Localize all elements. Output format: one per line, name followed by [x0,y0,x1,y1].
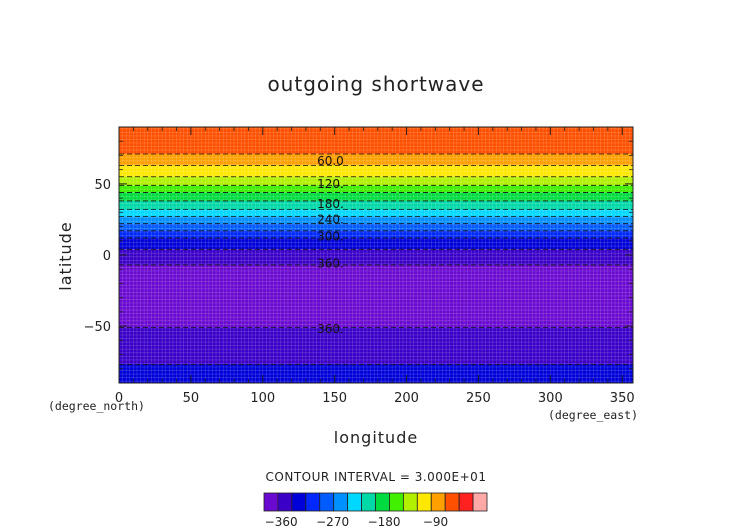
x-tick-label: 50 [183,391,200,406]
contour-band-12 [119,249,633,265]
contour-label-2: 180. [317,197,344,211]
contour-band-8 [119,216,633,224]
colorbar-swatch-11 [416,492,432,512]
x-tick-label: 0 [115,391,123,406]
colorbar-swatch-7 [361,492,376,512]
colorbar-tick-label: −90 [423,515,448,529]
colorbar-swatch-3 [305,492,321,512]
contour-label-0: 60.0 [317,154,344,168]
x-tick-label: 250 [466,391,491,406]
filled-contour-bands [119,127,633,383]
contour-band-11 [119,237,633,250]
contour-band-15 [119,364,633,383]
x-axis-units: (degree_east) [548,408,638,422]
contour-band-0 [119,127,633,155]
colorbar-tick-label: −270 [316,515,349,529]
contour-interval-text: CONTOUR INTERVAL = 3.000E+01 [266,470,487,484]
colorbar-tick-label: −180 [368,515,401,529]
contour-label-4: 300. [317,230,344,244]
contour-band-2 [119,165,633,177]
colorbar [263,492,488,512]
contour-label-6: 360. [317,322,344,336]
colorbar-swatch-12 [430,492,446,512]
contour-band-14 [119,327,633,365]
x-tick-label: 350 [610,391,635,406]
y-axis-ticks: −50 0 50 [84,140,633,370]
contour-label-3: 240. [317,212,344,226]
colorbar-swatch-4 [319,492,335,512]
grid-texture [119,127,633,383]
colorbar-swatch-2 [291,492,307,512]
y-tick-label: 0 [103,249,111,264]
colorbar-tick-label: −360 [265,515,298,529]
colorbar-swatch-13 [444,492,460,512]
x-tick-label: 300 [538,391,563,406]
colorbar-swatch-15 [472,492,488,512]
colorbar-swatch-8 [375,492,390,512]
x-tick-label: 150 [322,391,347,406]
x-axis-ticks: 0 50 100 150 200 250 300 350 [115,127,635,406]
colorbar-ticks: −360 −270 −180 −90 [265,515,449,529]
chart-title: outgoing shortwave [267,72,484,96]
contour-band-10 [119,230,633,238]
contour-band-4 [119,185,633,193]
contour-band-13 [119,264,633,328]
colorbar-swatch-14 [458,492,474,512]
contour-lines [119,153,633,365]
contour-band-3 [119,176,633,186]
colorbar-swatch-6 [347,492,362,512]
colorbar-swatch-5 [333,492,349,512]
colorbar-swatch-9 [389,492,404,512]
contour-band-1 [119,154,633,166]
x-axis-label: longitude [334,428,418,447]
contour-labels: 60.0 120. 180.240. 300. 360. 360. [317,154,344,336]
contour-band-7 [119,209,633,217]
x-tick-label: 200 [394,391,419,406]
contour-band-6 [119,200,633,210]
colorbar-swatch-1 [277,492,293,512]
y-axis-label: latitude [56,221,75,290]
contour-band-9 [119,223,633,231]
x-tick-label: 100 [250,391,275,406]
y-tick-label: −50 [84,320,111,335]
colorbar-swatch-10 [402,492,418,512]
contour-band-5 [119,192,633,201]
y-tick-label: 50 [94,178,111,193]
colorbar-swatch-0 [263,492,279,512]
contour-label-5: 360. [317,257,344,271]
y-axis-units: (degree_north) [48,399,145,413]
contour-label-1: 120. [317,177,344,191]
